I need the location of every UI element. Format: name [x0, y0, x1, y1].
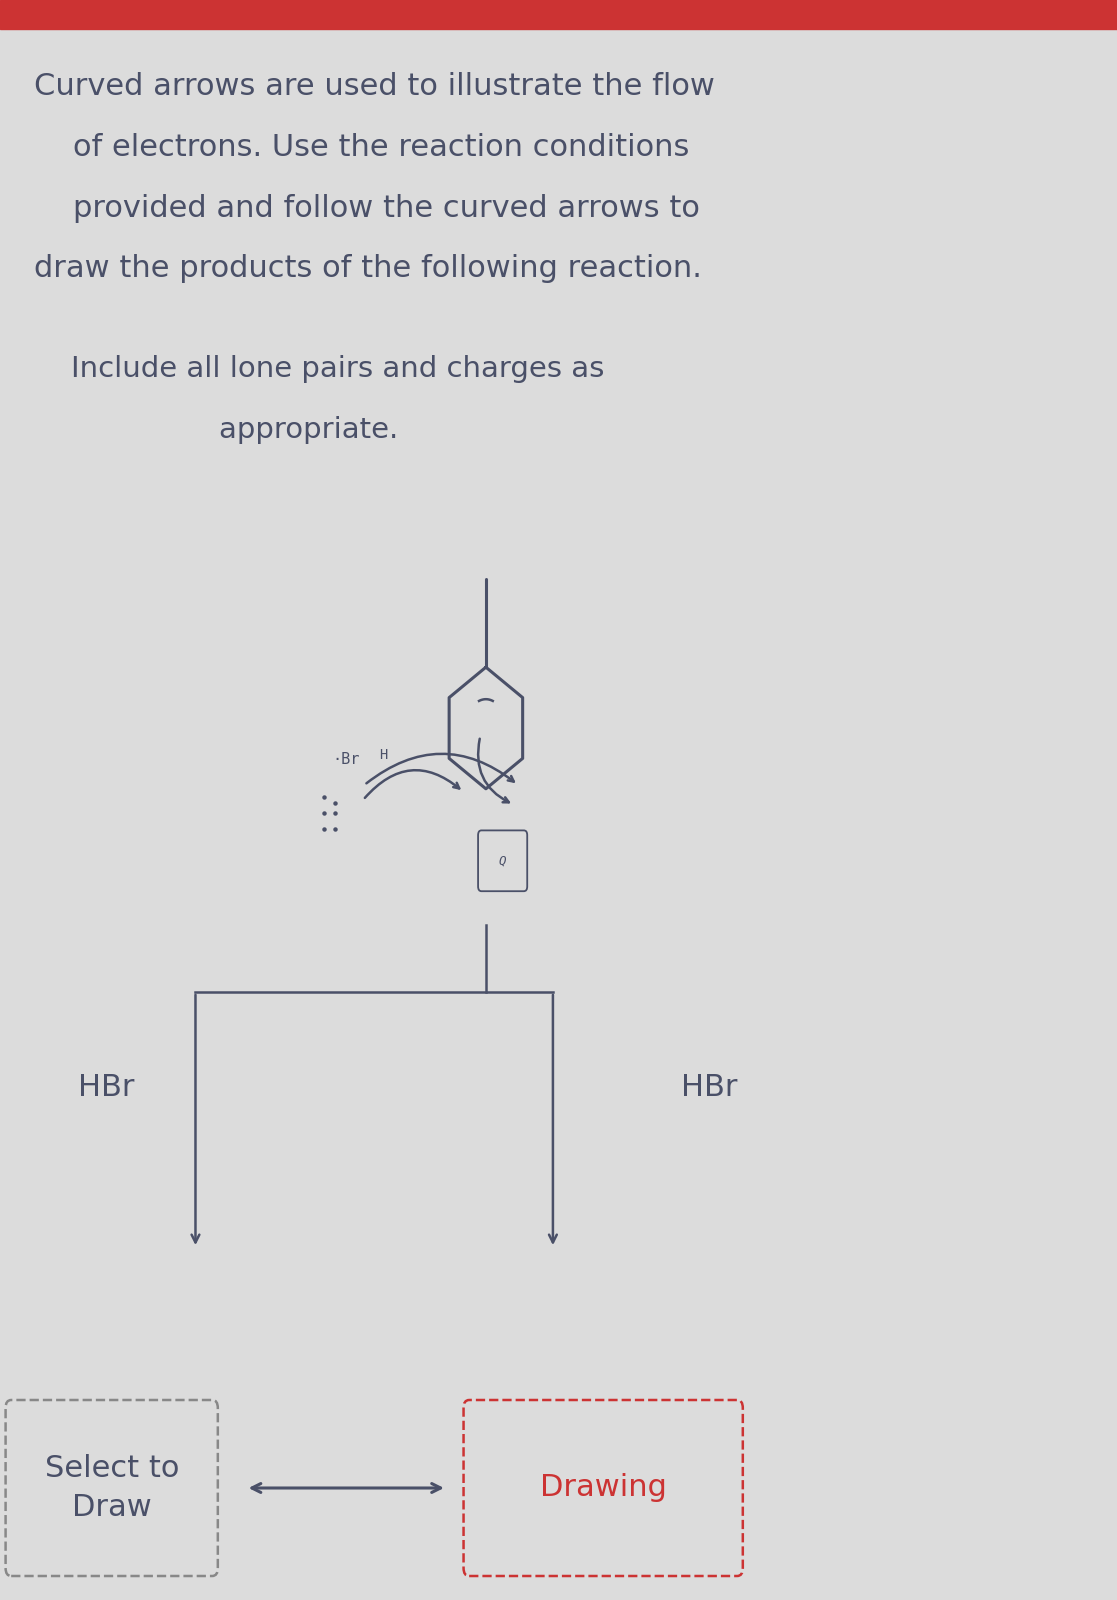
Text: draw the products of the following reaction.: draw the products of the following react…: [34, 254, 701, 283]
FancyBboxPatch shape: [464, 1400, 743, 1576]
Text: Curved arrows are used to illustrate the flow: Curved arrows are used to illustrate the…: [34, 72, 715, 101]
Text: Select to
Draw: Select to Draw: [45, 1454, 179, 1522]
Text: Q: Q: [499, 854, 506, 867]
FancyBboxPatch shape: [478, 830, 527, 891]
Bar: [0, 0, 1117, 29]
Text: appropriate.: appropriate.: [34, 416, 398, 445]
Text: ·Br: ·Br: [333, 752, 360, 768]
Text: Include all lone pairs and charges as: Include all lone pairs and charges as: [34, 355, 604, 384]
Text: H: H: [379, 749, 388, 762]
FancyBboxPatch shape: [6, 1400, 218, 1576]
Text: provided and follow the curved arrows to: provided and follow the curved arrows to: [34, 194, 699, 222]
Text: Drawing: Drawing: [540, 1474, 667, 1502]
Text: of electrons. Use the reaction conditions: of electrons. Use the reaction condition…: [34, 133, 689, 162]
Text: HBr: HBr: [681, 1074, 738, 1102]
Text: HBr: HBr: [78, 1074, 135, 1102]
